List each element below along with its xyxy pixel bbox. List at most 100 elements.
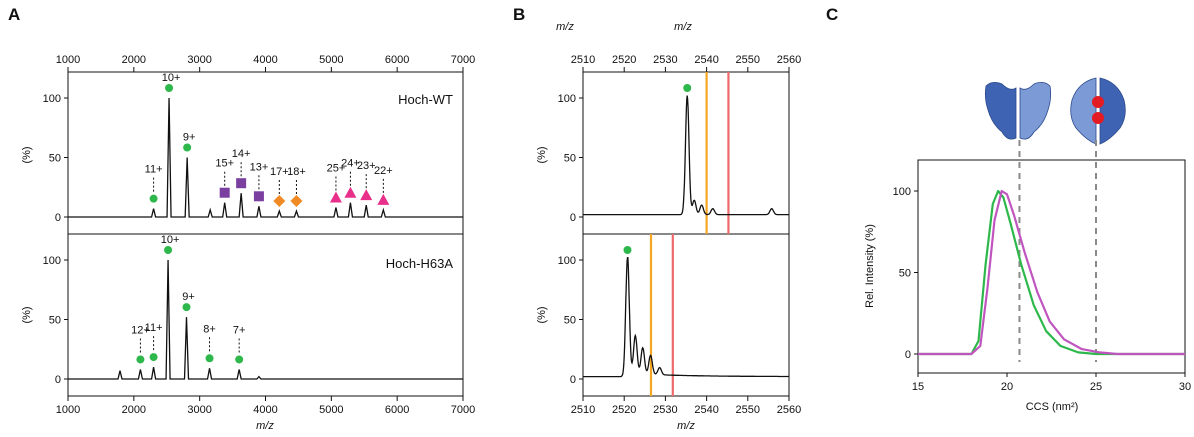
charge-state-label: 18+ [287,166,306,178]
panel-c-ticks: 15 20 25 30 0 50 100 [893,186,1191,393]
panel-a-h63a-sample-label: Hoch-H63A [386,256,454,271]
spectrum-trace [68,259,463,380]
x-tick-label: 4000 [253,54,277,66]
isotope-trace [583,256,789,378]
x-tick-label: 2520 [612,404,636,416]
panel-b-top-xlabel: m/z [674,21,692,33]
y-tick-label: 100 [558,93,576,105]
triangle-marker [360,189,373,201]
triangle-marker [377,193,390,205]
charge-state-label: 12+ [131,324,150,336]
spectrum-trace [68,97,463,218]
panel-c-xlabel: CCS (nm²) [1026,401,1079,413]
x-tick-label: 2530 [653,54,677,66]
charge-state-label: 7+ [233,324,246,336]
circle-marker [149,194,158,203]
panel-b-top-x-ticks: 2510 2520 2530 2540 2550 2560 [571,54,801,72]
panel-a-wt-sample-label: Hoch-WT [398,92,453,107]
panel-c: 15 20 25 30 0 50 100 Rel. Intensity (%) CCS (n… [864,77,1191,413]
circle-marker [205,354,214,363]
diamond-marker [273,195,286,208]
y-tick-label: 50 [49,153,61,165]
x-tick-label: 3000 [187,404,211,416]
iron-atom-icon [1092,112,1104,124]
x-tick-label: 20 [1001,381,1013,393]
circle-marker [164,246,173,254]
panel-b-bottom-xlabel: m/z [677,420,695,432]
charge-state-label: 22+ [374,165,393,177]
circle-marker [136,355,145,364]
x-tick-label: 2550 [736,54,760,66]
y-tick-label: 50 [564,153,576,165]
y-tick-label: 50 [49,315,61,327]
panel-b-top-frame [582,71,790,235]
charge-state-label: 17+ [270,166,289,178]
y-tick-label: 0 [570,374,576,386]
panel-letter-c: C [826,5,838,24]
y-tick-label: 0 [570,212,576,224]
x-tick-label: 6000 [385,54,409,66]
x-tick-label: 2560 [777,404,801,416]
y-tick-label: 50 [564,315,576,327]
x-tick-label: 2510 [571,404,595,416]
square-marker [253,191,264,202]
x-tick-label: 2520 [612,54,636,66]
panel-a: m/z 1000 2000 3000 4000 5000 6000 7000 0501001… [21,21,574,432]
circle-marker [149,353,158,362]
charge-state-label: 14+ [232,148,251,160]
x-tick-label: 2000 [122,404,146,416]
x-tick-label: 2560 [777,54,801,66]
x-tick-label: 2000 [122,54,146,66]
y-tick-label: 100 [558,255,576,267]
panel-a-wt-plot: 0 50 100 11+ 10+ 9+ 15+14+13+ 17+18+ 25+24+23+22… [43,72,463,224]
charge-state-label: 11+ [145,322,163,334]
circle-marker [235,355,244,364]
panel-b-bottom-plot: 0 50 100 [558,234,789,396]
y-tick-label: 0 [55,212,61,224]
panel-b-bottom-x-ticks: 2510 2520 2530 2540 2550 2560 [571,396,801,416]
panel-b-bottom-frame [582,233,790,397]
x-tick-label: 30 [1179,381,1191,393]
charge-state-label: 15+ [215,158,234,170]
ccs-distribution-line [918,189,1185,356]
panel-letter-b: B [513,5,525,24]
square-marker [236,178,247,189]
x-tick-label: 2550 [736,404,760,416]
circle-marker [183,143,192,152]
x-tick-label: 25 [1090,381,1102,393]
charge-state-label: 8+ [203,323,216,335]
x-tick-label: 7000 [451,54,475,66]
triangle-marker [344,186,357,198]
diamond-marker [290,195,303,208]
charge-state-label: 23+ [357,160,376,172]
charge-state-label: 11+ [145,164,163,176]
x-tick-label: 2540 [694,404,718,416]
x-tick-label: 1000 [56,404,80,416]
x-tick-label: 2530 [653,404,677,416]
apo-dimer-icon [984,82,1052,140]
panel-c-plot [918,140,1185,362]
x-tick-label: 1000 [56,54,80,66]
x-tick-label: 3000 [187,54,211,66]
panel-c-frame [917,159,1186,374]
panel-b-top-ylabel: (%) [536,146,548,163]
circle-marker [165,84,174,92]
x-tick-label: 2510 [571,54,595,66]
charge-state-label: 10+ [161,234,180,246]
charge-state-label: 9+ [182,291,195,303]
isotope-trace [583,95,789,216]
ccs-distribution-line [918,189,1185,356]
iron-atom-icon [1092,96,1104,108]
x-tick-label: 2540 [694,54,718,66]
x-tick-label: 5000 [319,404,343,416]
x-tick-label: 7000 [451,404,475,416]
charge-state-label: 9+ [183,132,196,144]
panel-b-bottom-ylabel: (%) [536,306,548,323]
x-tick-label: 5000 [319,54,343,66]
charge-state-label: 24+ [341,158,360,170]
panel-c-ylabel: Rel. Intensity (%) [864,224,876,308]
y-tick-label: 100 [893,186,911,198]
x-tick-label: 6000 [385,404,409,416]
charge-state-label: 25+ [327,162,346,174]
y-tick-label: 0 [905,349,911,361]
